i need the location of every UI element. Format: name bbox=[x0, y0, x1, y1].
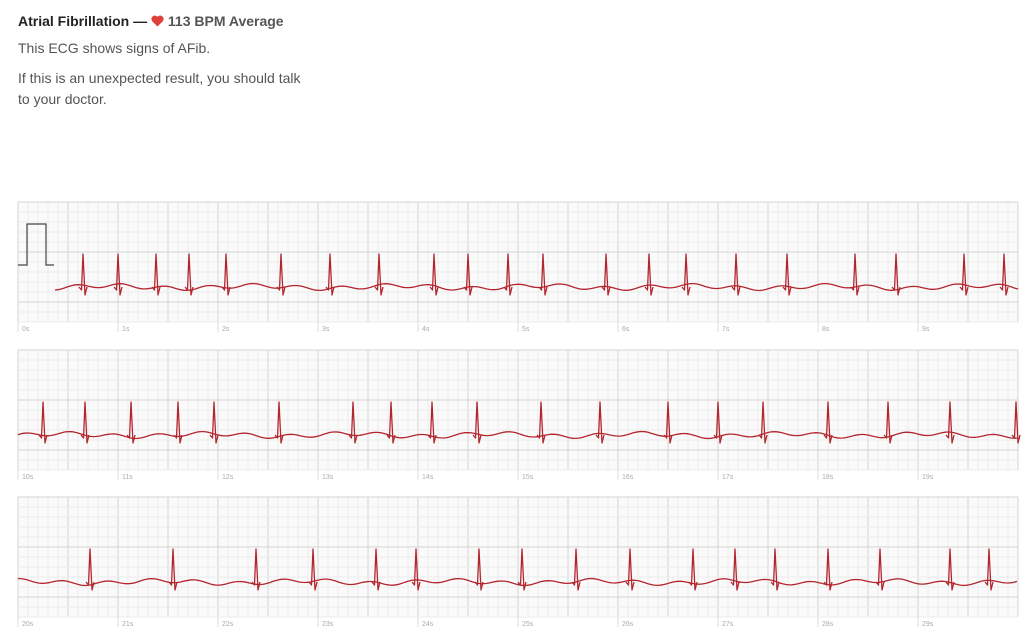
qrs-complex bbox=[427, 401, 437, 444]
qrs-complex bbox=[713, 401, 723, 444]
time-label: 29s bbox=[922, 621, 934, 628]
qrs-complex bbox=[1011, 401, 1021, 444]
qrs-complex bbox=[274, 401, 284, 444]
qrs-complex bbox=[644, 253, 654, 296]
qrs-complex bbox=[875, 548, 885, 591]
qrs-complex bbox=[688, 548, 698, 591]
time-label: 18s bbox=[822, 474, 834, 481]
qrs-complex bbox=[538, 253, 548, 296]
time-label: 21s bbox=[122, 621, 134, 628]
qrs-complex bbox=[374, 253, 384, 296]
qrs-complex bbox=[78, 253, 88, 296]
qrs-complex bbox=[945, 401, 955, 444]
time-label: 6s bbox=[622, 326, 630, 333]
qrs-complex bbox=[883, 401, 893, 444]
time-label: 25s bbox=[522, 621, 534, 628]
time-label: 11s bbox=[122, 474, 133, 481]
qrs-complex bbox=[571, 548, 581, 591]
qrs-complex bbox=[126, 401, 136, 444]
qrs-complex bbox=[984, 548, 994, 591]
time-label: 23s bbox=[322, 621, 334, 628]
qrs-complex bbox=[823, 401, 833, 444]
qrs-complex bbox=[891, 253, 901, 296]
qrs-complex bbox=[731, 253, 741, 296]
qrs-complex bbox=[999, 253, 1009, 296]
qrs-complex bbox=[730, 548, 740, 591]
qrs-complex bbox=[945, 548, 955, 591]
title-text: Atrial Fibrillation — bbox=[18, 13, 148, 29]
time-label: 16s bbox=[622, 474, 634, 481]
time-label: 7s bbox=[722, 326, 730, 333]
qrs-complex bbox=[850, 253, 860, 296]
calibration-pulse bbox=[18, 223, 54, 266]
time-label: 27s bbox=[722, 621, 734, 628]
time-label: 9s bbox=[922, 326, 930, 333]
time-label: 19s bbox=[922, 474, 934, 481]
ecg-baseline bbox=[17, 430, 1018, 440]
qrs-complex bbox=[472, 401, 482, 444]
qrs-complex bbox=[348, 401, 358, 444]
time-label: 17s bbox=[722, 474, 734, 481]
qrs-complex bbox=[151, 253, 161, 296]
qrs-complex bbox=[536, 401, 546, 444]
qrs-complex bbox=[463, 253, 473, 296]
qrs-complex bbox=[85, 548, 95, 591]
ecg-baseline bbox=[17, 577, 1018, 587]
qrs-complex bbox=[758, 401, 768, 444]
bpm-average: 113 BPM Average bbox=[167, 13, 284, 29]
qrs-complex bbox=[474, 548, 484, 591]
qrs-complex bbox=[308, 548, 318, 591]
qrs-complex bbox=[411, 548, 421, 591]
qrs-complex bbox=[823, 548, 833, 591]
qrs-complex bbox=[221, 253, 231, 296]
qrs-complex bbox=[595, 401, 605, 444]
qrs-complex bbox=[371, 548, 381, 591]
qrs-complex bbox=[386, 401, 396, 444]
time-label: 4s bbox=[422, 326, 430, 333]
time-label: 24s bbox=[422, 621, 434, 628]
time-label: 1s bbox=[122, 326, 130, 333]
qrs-complex bbox=[38, 401, 48, 444]
time-label: 26s bbox=[622, 621, 634, 628]
time-label: 15s bbox=[522, 474, 534, 481]
time-label: 20s bbox=[22, 621, 34, 628]
qrs-complex bbox=[276, 253, 286, 296]
time-label: 28s bbox=[822, 621, 834, 628]
qrs-complex bbox=[429, 253, 439, 296]
qrs-complex bbox=[173, 401, 183, 444]
qrs-complex bbox=[663, 401, 673, 444]
qrs-complex bbox=[168, 548, 178, 591]
qrs-complex bbox=[251, 548, 261, 591]
qrs-complex bbox=[113, 253, 123, 296]
time-label: 14s bbox=[422, 474, 434, 481]
ecg-baseline bbox=[54, 282, 1019, 292]
title: Atrial Fibrillation — 113 BPM Average bbox=[18, 13, 284, 29]
qrs-complex bbox=[517, 548, 527, 591]
summary: This ECG shows signs of AFib. bbox=[18, 40, 211, 56]
time-label: 8s bbox=[822, 326, 830, 333]
time-label: 0s bbox=[22, 326, 30, 333]
qrs-complex bbox=[325, 253, 335, 296]
time-label: 13s bbox=[322, 474, 334, 481]
qrs-complex bbox=[601, 253, 611, 296]
advice: If this is an unexpected result, you sho… bbox=[18, 70, 301, 107]
qrs-complex bbox=[209, 401, 219, 444]
heart-icon bbox=[151, 15, 164, 27]
time-label: 22s bbox=[222, 621, 234, 628]
time-label: 5s bbox=[522, 326, 530, 333]
qrs-complex bbox=[681, 253, 691, 296]
time-label: 12s bbox=[222, 474, 234, 481]
qrs-complex bbox=[503, 253, 513, 296]
qrs-complex bbox=[959, 253, 969, 296]
time-label: 10s bbox=[22, 474, 34, 481]
qrs-complex bbox=[80, 401, 90, 444]
time-label: 2s bbox=[222, 326, 230, 333]
qrs-complex bbox=[782, 253, 792, 296]
qrs-complex bbox=[770, 548, 780, 591]
time-label: 3s bbox=[322, 326, 330, 333]
qrs-complex bbox=[184, 253, 194, 296]
qrs-complex bbox=[625, 548, 635, 591]
